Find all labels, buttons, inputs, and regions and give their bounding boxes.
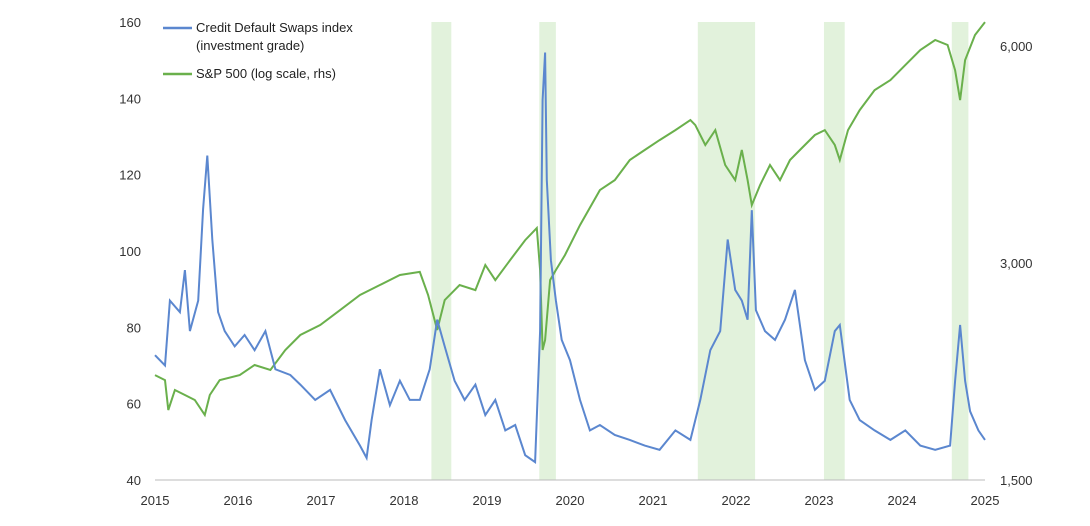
- legend: Credit Default Swaps index (investment g…: [163, 20, 353, 81]
- x-tick-label: 2016: [224, 493, 253, 508]
- right-tick-label: 1,500: [1000, 473, 1033, 488]
- x-tick-label: 2017: [307, 493, 336, 508]
- left-tick-label: 100: [119, 244, 141, 259]
- x-tick-label: 2025: [971, 493, 1000, 508]
- shaded-period-1: [539, 22, 556, 480]
- left-tick-label: 80: [127, 320, 141, 335]
- shaded-period-0: [431, 22, 452, 480]
- left-tick-label: 140: [119, 91, 141, 106]
- cds-line: [154, 52, 986, 464]
- legend-label-sp500: S&P 500 (log scale, rhs): [196, 66, 336, 81]
- left-tick-labels: 40 60 80 100 120 140 160: [119, 15, 141, 488]
- right-tick-labels: 1,500 3,000 6,000: [1000, 39, 1033, 488]
- left-tick-label: 160: [119, 15, 141, 30]
- legend-label-cds-line2: (investment grade): [196, 38, 304, 53]
- left-tick-label: 60: [127, 397, 141, 412]
- x-tick-label: 2024: [888, 493, 917, 508]
- x-tick-label: 2015: [141, 493, 170, 508]
- sp500-line: [154, 21, 986, 418]
- left-tick-label: 40: [127, 473, 141, 488]
- x-tick-labels: 2015 2016 2017 2018 2019 2020 2021 2022 2023 2024…: [141, 493, 1000, 508]
- right-tick-label: 3,000: [1000, 256, 1033, 271]
- shaded-period-3: [823, 22, 845, 480]
- x-tick-label: 2021: [639, 493, 668, 508]
- x-tick-label: 2020: [556, 493, 585, 508]
- legend-label-cds: Credit Default Swaps index: [196, 20, 353, 35]
- x-tick-label: 2023: [805, 493, 834, 508]
- right-tick-label: 6,000: [1000, 39, 1033, 54]
- x-tick-label: 2022: [722, 493, 751, 508]
- left-tick-label: 120: [119, 168, 141, 183]
- x-tick-label: 2018: [390, 493, 419, 508]
- shaded-period-4: [951, 22, 969, 480]
- shaded-periods: [431, 22, 969, 480]
- x-tick-label: 2019: [473, 493, 502, 508]
